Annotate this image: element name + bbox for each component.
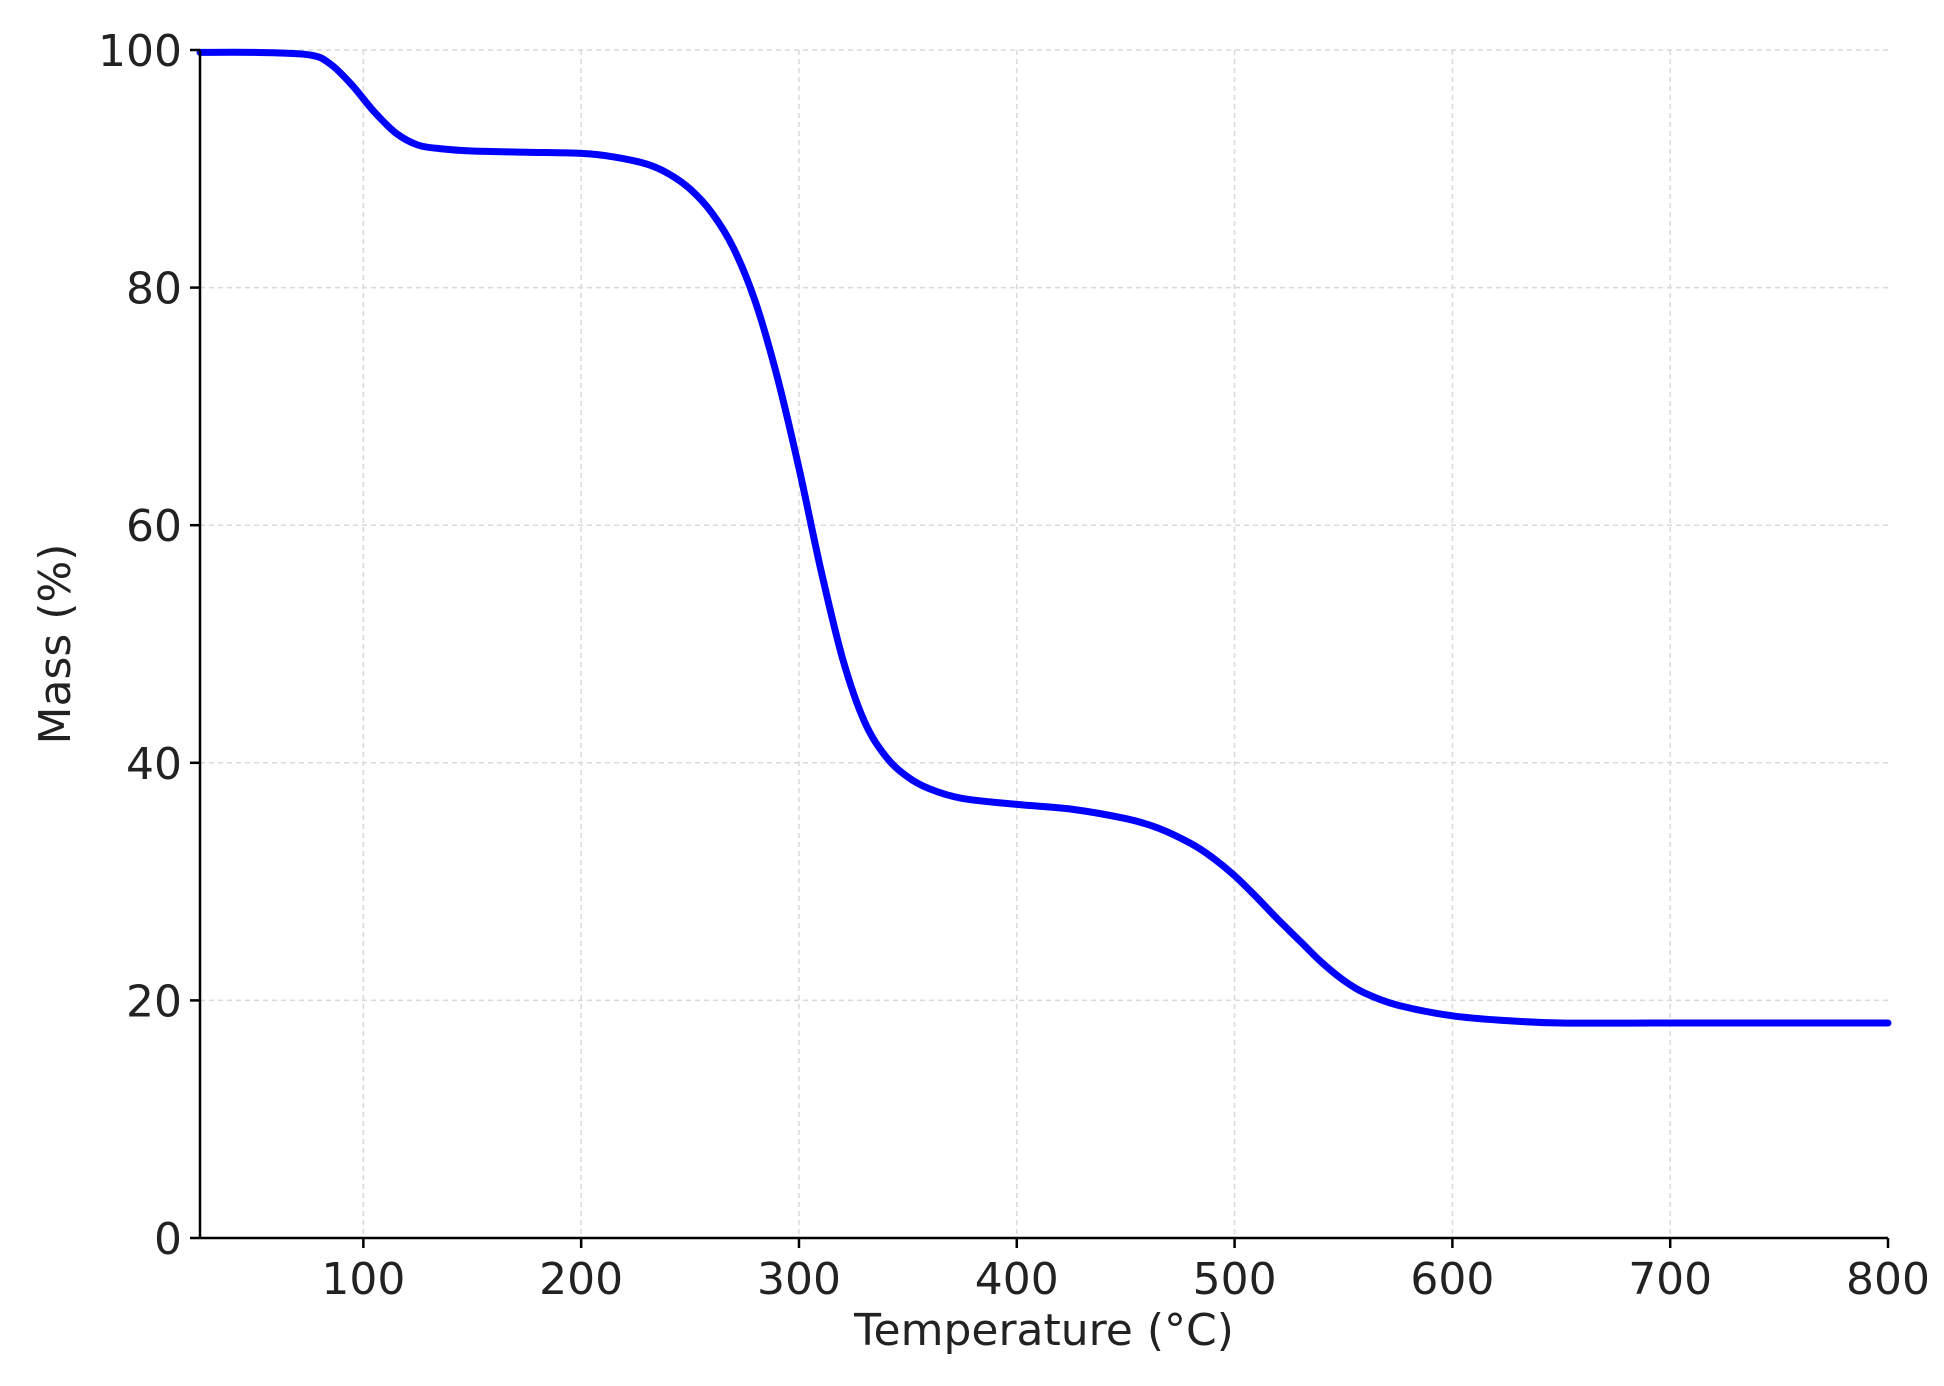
tick-labels: 100 200 300 400 500 600 700 800 0 20 40 60 80 100 [98,26,1930,1305]
axes [198,50,1888,1240]
y-tick-label-80: 80 [126,264,182,315]
x-axis-label: Temperature (°C) [853,1305,1234,1356]
y-tick-label-60: 60 [126,501,182,552]
y-tick-label-0: 0 [154,1214,182,1265]
x-tick-label-200: 200 [539,1254,623,1305]
x-tick-label-800: 800 [1846,1254,1930,1305]
series-line-0 [196,48,1892,1027]
y-axis-label: Mass (%) [30,544,81,745]
y-tick-label-40: 40 [126,739,182,790]
y-tick-label-100: 100 [98,26,182,77]
series-layer [196,48,1892,1027]
x-tick-label-500: 500 [1193,1254,1277,1305]
x-tick-label-600: 600 [1410,1254,1494,1305]
x-tick-label-400: 400 [975,1254,1059,1305]
x-tick-label-700: 700 [1628,1254,1712,1305]
grid-lines [200,49,1888,1238]
y-tick-label-20: 20 [126,976,182,1027]
x-tick-label-300: 300 [757,1254,841,1305]
x-tick-label-100: 100 [321,1254,405,1305]
